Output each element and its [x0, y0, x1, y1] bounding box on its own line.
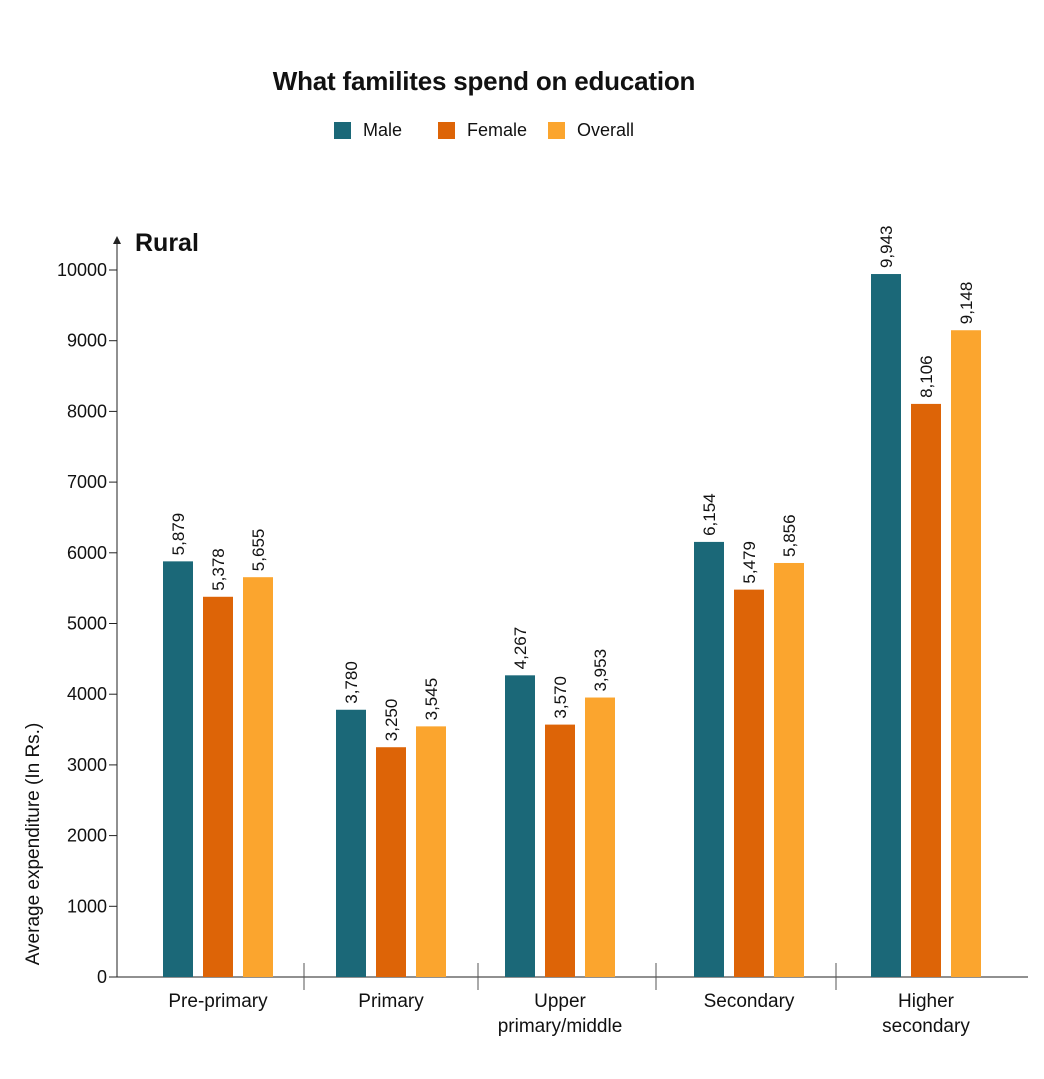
- bar-female-0: [203, 596, 233, 977]
- legend-swatch-overall: [548, 122, 565, 139]
- bar-overall-2: [585, 697, 615, 977]
- y-axis-arrow-icon: [113, 236, 121, 244]
- y-tick-label: 10000: [57, 260, 107, 280]
- y-tick-label: 5000: [67, 614, 107, 634]
- data-label: 3,250: [382, 699, 401, 742]
- x-category-label: secondary: [882, 1016, 970, 1037]
- y-tick-label: 9000: [67, 331, 107, 351]
- y-axis-label: Average expenditure (In Rs.): [23, 723, 44, 966]
- y-tick-label: 2000: [67, 826, 107, 846]
- data-label: 5,879: [169, 513, 188, 556]
- data-label: 6,154: [700, 493, 719, 536]
- bar-female-1: [376, 747, 406, 977]
- data-label: 5,856: [780, 514, 799, 557]
- chart-subtitle: Rural: [135, 229, 199, 257]
- data-label: 3,780: [342, 661, 361, 704]
- legend-label-female: Female: [467, 120, 528, 140]
- bar-female-4: [911, 403, 941, 978]
- data-label: 9,148: [957, 282, 976, 325]
- data-label: 9,943: [877, 225, 896, 268]
- legend-item-female: Female: [438, 120, 527, 141]
- x-category-label: Upper: [534, 991, 586, 1012]
- x-category-label: Secondary: [704, 991, 795, 1012]
- bar-overall-1: [416, 726, 446, 977]
- y-tick-label: 1000: [67, 896, 107, 916]
- data-label: 3,953: [591, 649, 610, 692]
- data-label: 5,479: [740, 541, 759, 584]
- bar-male-4: [871, 274, 901, 977]
- data-label: 8,106: [917, 355, 936, 398]
- bar-overall-0: [243, 577, 273, 977]
- legend-swatch-female: [438, 122, 455, 139]
- bar-male-0: [163, 561, 193, 977]
- data-label: 3,545: [422, 678, 441, 721]
- y-tick-label: 7000: [67, 472, 107, 492]
- legend-swatch-male: [334, 122, 351, 139]
- data-label: 4,267: [511, 627, 530, 670]
- bar-female-2: [545, 724, 575, 977]
- y-tick-label: 0: [97, 967, 107, 987]
- data-label: 5,378: [209, 548, 228, 591]
- bar-overall-3: [774, 562, 804, 977]
- chart-title: What familites spend on education: [272, 66, 696, 96]
- bar-overall-4: [951, 330, 981, 977]
- legend-label-overall: Overall: [577, 120, 635, 140]
- legend-item-male: Male: [334, 120, 402, 141]
- bar-female-3: [734, 589, 764, 977]
- bar-male-3: [694, 541, 724, 977]
- y-tick-label: 3000: [67, 755, 107, 775]
- legend-label-male: Male: [363, 120, 403, 140]
- x-category-label: Pre-primary: [168, 991, 268, 1012]
- bar-male-1: [336, 709, 366, 977]
- y-tick-label: 8000: [67, 401, 107, 421]
- y-tick-label: 6000: [67, 543, 107, 563]
- data-label: 5,655: [249, 529, 268, 572]
- x-category-label: primary/middle: [498, 1016, 623, 1037]
- data-label: 3,570: [551, 676, 570, 719]
- x-category-label: Higher: [898, 991, 955, 1012]
- bar-male-2: [505, 675, 535, 977]
- legend-item-overall: Overall: [548, 120, 634, 141]
- x-category-label: Primary: [358, 991, 424, 1012]
- y-tick-label: 4000: [67, 684, 107, 704]
